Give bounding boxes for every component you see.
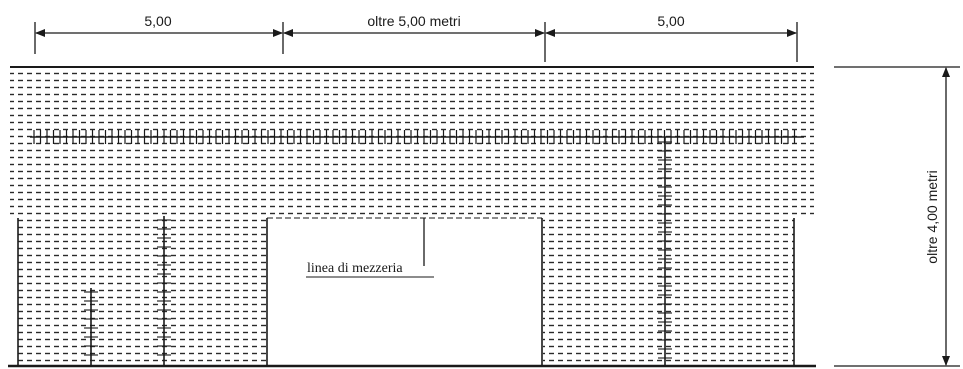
vertical-tick-stalk-right [658,137,672,366]
left-pier [18,218,266,366]
hatched-area [10,67,814,366]
section-outline [8,66,816,368]
height-dimension [834,66,960,367]
centerline-label: linea di mezzeria [307,261,403,276]
upper-band [10,67,814,218]
dimension-middle-label: oltre 5,00 metri [367,13,460,29]
height-dimension-label: oltre 4,00 metri [924,170,940,263]
top-dimension-chain [34,22,798,62]
right-pier [543,218,794,366]
dimension-right-label: 5,00 [657,13,684,29]
dimension-left-label: 5,00 [144,13,171,29]
vertical-tick-stalk-left-tall [157,216,171,366]
horizontal-tick-line [30,130,804,144]
vertical-tick-stalk-left-short [84,288,98,366]
